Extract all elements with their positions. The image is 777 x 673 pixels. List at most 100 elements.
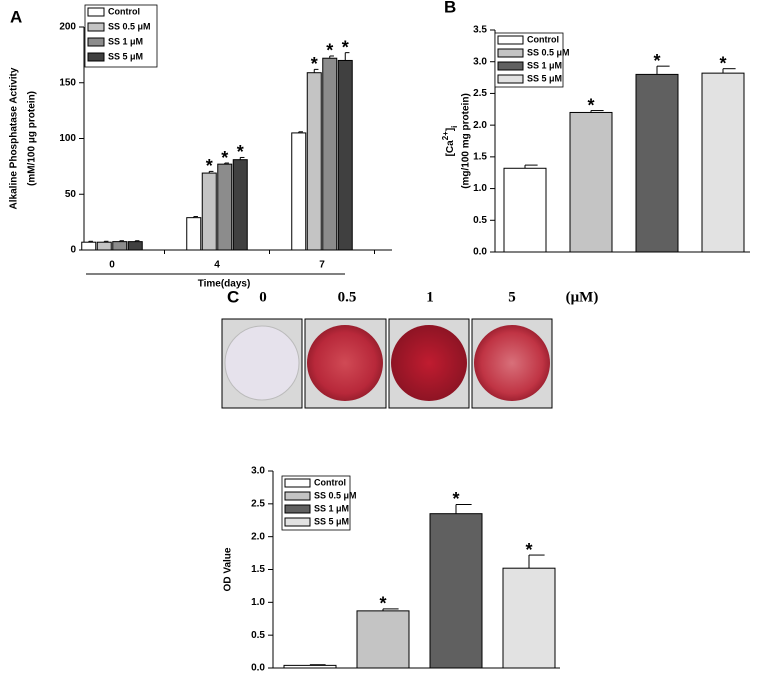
significance-label: *: [587, 95, 594, 115]
significance-label: *: [452, 489, 459, 509]
legend-swatch: [87, 37, 105, 47]
y-tick-label: 3.5: [473, 25, 487, 36]
panel-label: B: [444, 0, 456, 16]
plate-label: 1: [426, 289, 434, 305]
significance-label: *: [311, 54, 318, 74]
plate-label: 5: [508, 289, 516, 305]
x-tick-label: 0: [109, 260, 115, 271]
legend-swatch: [497, 35, 524, 45]
legend-swatch: [87, 52, 105, 62]
legend-label: SS 0.5 μM: [108, 21, 151, 31]
legend-swatch: [284, 491, 311, 501]
y-tick-label: 0: [70, 245, 76, 256]
y-tick-label: 2.0: [251, 531, 265, 542]
legend-label: SS 5 μM: [108, 51, 143, 61]
legend-swatch: [497, 48, 524, 58]
legend-swatch: [497, 61, 524, 71]
bar: [291, 132, 307, 251]
legend-swatch: [284, 517, 311, 527]
bar: [356, 610, 410, 669]
bar: [701, 72, 745, 253]
bar: [337, 59, 353, 251]
bar: [502, 567, 556, 669]
bar: [112, 241, 128, 251]
plate-well: [307, 325, 383, 401]
x-axis-label: Time(days): [198, 279, 251, 290]
significance-label: *: [342, 37, 349, 57]
legend-label: Control: [108, 6, 140, 16]
y-tick-label: 3.0: [251, 466, 265, 477]
x-tick-label: 7: [319, 260, 325, 271]
y-axis-label-part: i: [450, 126, 459, 128]
y-tick-label: 1.5: [251, 564, 265, 575]
y-tick-label: 200: [59, 22, 76, 33]
significance-label: *: [379, 594, 386, 614]
plate-label: 0.5: [338, 289, 357, 305]
bar: [635, 73, 679, 253]
y-axis-label-part: [Ca: [445, 140, 456, 157]
bar: [503, 167, 547, 253]
y-axis-label: Alkaline Phosphatase Activity: [9, 67, 20, 209]
y-tick-label: 2.0: [473, 120, 487, 131]
significance-label: *: [221, 148, 228, 168]
bar: [186, 217, 202, 251]
legend-label: SS 0.5 μM: [314, 490, 357, 500]
legend-label: SS 1 μM: [314, 503, 349, 513]
legend-swatch: [284, 478, 311, 488]
y-tick-label: 100: [59, 133, 76, 144]
plate-label: 0: [259, 289, 267, 305]
y-axis-label: (mM/100 μg protein): [27, 91, 38, 186]
significance-label: *: [653, 51, 660, 71]
y-axis-label: OD Value: [223, 547, 234, 591]
panel-label: A: [10, 7, 22, 26]
legend-swatch: [497, 74, 524, 84]
bar: [283, 664, 337, 669]
bar: [569, 111, 613, 253]
plate-well: [224, 325, 300, 401]
plate-well: [474, 325, 550, 401]
bar: [217, 163, 233, 251]
y-tick-label: 2.5: [473, 88, 487, 99]
y-axis-label: (mg/100 mg protein): [461, 93, 472, 189]
y-tick-label: 0.5: [473, 215, 487, 226]
legend-label: Control: [314, 477, 346, 487]
bar: [201, 172, 217, 251]
legend-swatch: [87, 22, 105, 32]
legend-label: SS 5 μM: [314, 516, 349, 526]
bar: [127, 241, 143, 251]
y-axis-label-part: 2+: [441, 131, 450, 140]
significance-label: *: [237, 142, 244, 162]
y-tick-label: 1.0: [473, 183, 487, 194]
legend-swatch: [284, 504, 311, 514]
y-tick-label: 0.0: [473, 247, 487, 258]
y-tick-label: 3.0: [473, 56, 487, 67]
bar: [306, 72, 322, 251]
legend-label: SS 0.5 μM: [527, 47, 570, 57]
legend-label: SS 5 μM: [527, 73, 562, 83]
significance-label: *: [326, 41, 333, 61]
y-tick-label: 1.5: [473, 151, 487, 162]
bar: [232, 159, 248, 251]
y-tick-label: 0.5: [251, 630, 265, 641]
y-tick-label: 150: [59, 77, 76, 88]
bar: [96, 241, 112, 251]
y-axis-label: [Ca2+]i: [441, 126, 459, 157]
bar: [429, 513, 483, 669]
y-tick-label: 50: [65, 189, 77, 200]
legend-label: SS 1 μM: [108, 36, 143, 46]
y-tick-label: 2.5: [251, 498, 265, 509]
significance-label: *: [525, 540, 532, 560]
legend-swatch: [87, 7, 105, 17]
significance-label: *: [206, 156, 213, 176]
panel-label: C: [227, 287, 239, 306]
plates: [221, 318, 553, 409]
x-tick-label: 4: [214, 260, 220, 271]
legend-label: Control: [527, 34, 559, 44]
legend-label: SS 1 μM: [527, 60, 562, 70]
y-tick-label: 0.0: [251, 663, 265, 673]
significance-label: *: [719, 53, 726, 73]
bar: [81, 241, 97, 251]
plate-unit: (μM): [566, 289, 599, 305]
y-axis-label-part: ]: [445, 128, 456, 131]
